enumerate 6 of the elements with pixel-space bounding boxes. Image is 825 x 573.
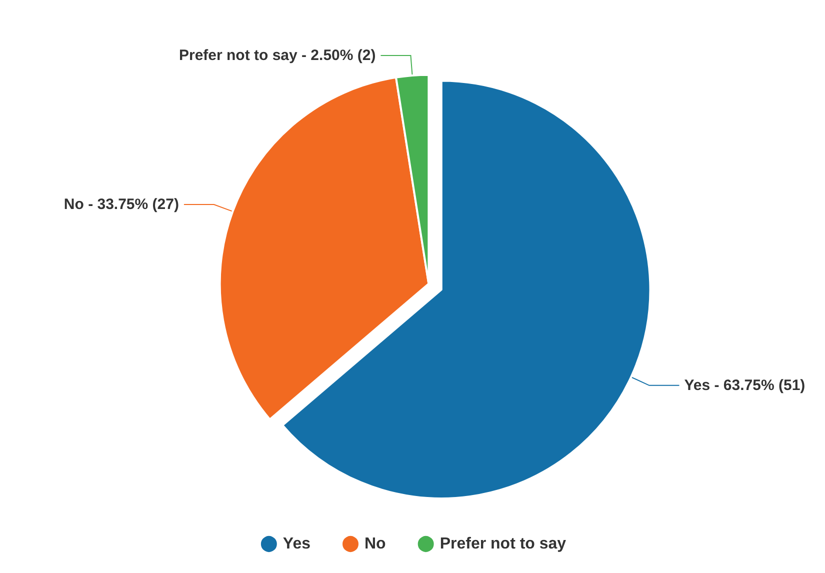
data-label: Yes - 63.75% (51) [684,376,806,394]
legend-label: No [364,536,386,552]
data-label: No - 33.75% (27) [64,196,179,213]
legend-label: Yes [282,536,311,552]
legend-label: Prefer not to say [440,536,566,552]
data-label: Prefer not to say - 2.50% (2) [178,47,376,64]
